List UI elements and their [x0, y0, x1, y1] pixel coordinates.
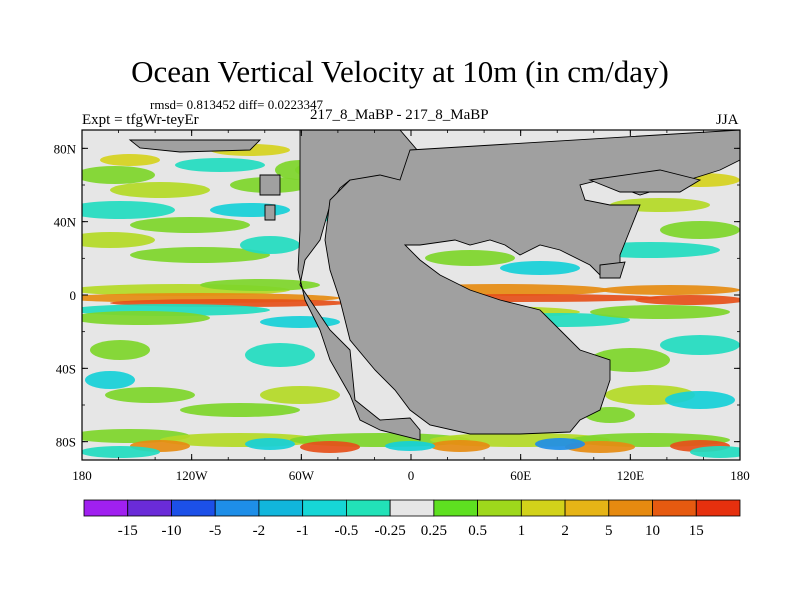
colorbar-label: 0.5 — [468, 523, 487, 539]
field-patch — [385, 441, 435, 451]
colorbar-label: 10 — [645, 523, 660, 539]
colorbar-label: 5 — [605, 523, 613, 539]
colorbar-swatch — [171, 499, 216, 517]
land-mass — [259, 174, 281, 196]
field-patch — [82, 232, 155, 248]
field-patch — [660, 221, 740, 239]
y-tick-label: 0 — [70, 288, 77, 303]
colorbar-label: -0.25 — [375, 523, 406, 539]
field-patch — [105, 387, 195, 403]
field-patch — [635, 295, 740, 305]
colorbar-label: -15 — [118, 523, 138, 539]
field-patch — [425, 250, 515, 266]
field-patch — [130, 247, 270, 263]
field-patch — [110, 182, 210, 198]
field-patch — [535, 438, 585, 450]
field-patch — [90, 340, 150, 360]
colorbar-label: 15 — [689, 523, 704, 539]
field-patch — [82, 201, 175, 219]
field-patch — [500, 261, 580, 275]
field-patch — [85, 371, 135, 389]
y-tick-label: 80S — [56, 435, 76, 450]
field-patch — [300, 441, 360, 453]
y-tick-label: 80N — [54, 141, 77, 156]
colorbar-label: -2 — [253, 523, 266, 539]
colorbar-swatch — [302, 499, 347, 517]
field-patch — [690, 446, 740, 458]
colorbar-label: -0.5 — [335, 523, 359, 539]
land-mask — [128, 130, 740, 441]
colorbar-swatch — [345, 499, 391, 517]
field-patch — [175, 158, 265, 172]
land-mass — [324, 130, 740, 435]
colorbar-swatch — [695, 499, 741, 517]
colorbar-label: -10 — [161, 523, 181, 539]
field-patch — [210, 203, 290, 217]
land-mass — [264, 204, 276, 221]
colorbar-swatch — [433, 499, 479, 517]
colorbar-swatch — [83, 499, 129, 517]
colorbar-swatch — [214, 499, 260, 517]
colorbar-label: -1 — [296, 523, 309, 539]
colorbar-swatch — [520, 499, 566, 517]
colorbar-swatch — [652, 499, 697, 517]
colorbar-swatch — [477, 499, 522, 517]
colorbar-label: 0.25 — [421, 523, 447, 539]
field-patch — [600, 285, 740, 295]
colorbar: -15 -10 -5 -2 -1 -0.5 -0.25 0.25 0.5 1 2 5 10 15 — [83, 499, 741, 539]
x-tick-label: 180 — [72, 468, 92, 483]
field-patch — [430, 440, 490, 452]
field-patch — [245, 343, 315, 367]
colorbar-label: -5 — [209, 523, 222, 539]
field-patch — [180, 403, 300, 417]
field-patch — [665, 391, 735, 409]
x-tick-label: 120E — [617, 468, 645, 483]
case-label: 217_8_MaBP - 217_8_MaBP — [310, 107, 489, 123]
field-patch — [130, 217, 250, 233]
land-mass — [599, 261, 626, 279]
colorbar-swatch — [127, 499, 172, 517]
field-patch — [660, 335, 740, 355]
field-patch — [590, 305, 730, 319]
field-patch — [200, 279, 320, 291]
colorbar-label: 1 — [518, 523, 526, 539]
x-tick-label: 180 — [730, 468, 750, 483]
x-tick-label: 60W — [289, 468, 315, 483]
axis-ticks: 180 120W 60W 0 60E 120E 180 80N 40N 0 40S 80S — [54, 130, 750, 483]
y-tick-label: 40N — [54, 215, 77, 230]
colorbar-swatch — [608, 499, 653, 517]
field-patch — [100, 154, 160, 166]
colorbar-swatch — [258, 499, 304, 517]
x-tick-label: 120W — [176, 468, 209, 483]
field-patch — [82, 311, 210, 325]
field-patch — [245, 438, 295, 450]
field-patch — [82, 446, 160, 458]
x-tick-label: 60E — [510, 468, 531, 483]
y-tick-label: 40S — [56, 361, 76, 376]
colorbar-label: 2 — [561, 523, 569, 539]
colorbar-swatch — [389, 499, 435, 517]
x-tick-label: 0 — [408, 468, 415, 483]
field-patch — [240, 236, 300, 254]
land-mass — [128, 139, 262, 153]
stats-label: rmsd= 0.813452 diff= 0.0223347 — [150, 97, 323, 112]
field-patch — [260, 386, 340, 404]
colorbar-swatch — [564, 499, 610, 517]
experiment-label: Expt = tfgWr-teyEr — [82, 112, 199, 128]
field-patch — [82, 166, 155, 184]
chart-title: Ocean Vertical Velocity at 10m (in cm/da… — [131, 54, 669, 89]
land-mass — [588, 169, 702, 193]
season-label: JJA — [716, 112, 739, 128]
